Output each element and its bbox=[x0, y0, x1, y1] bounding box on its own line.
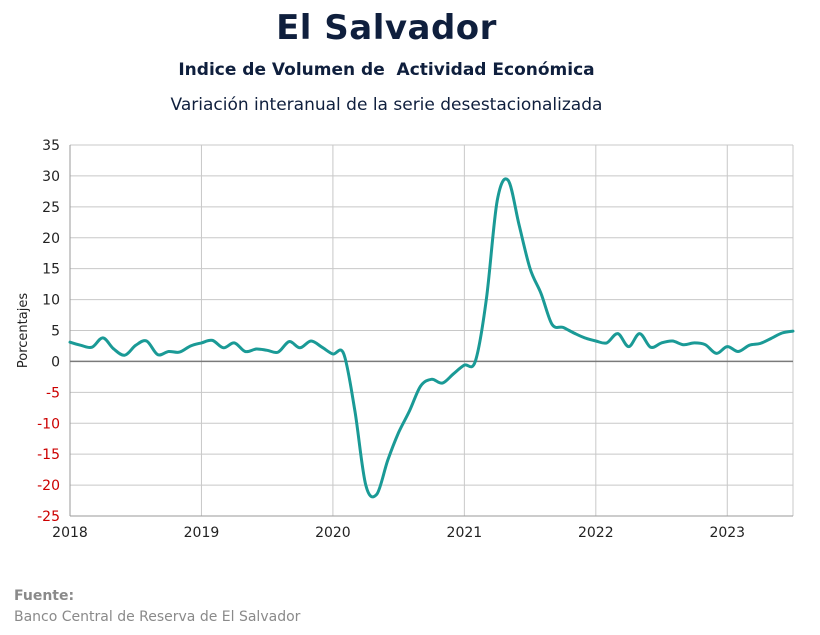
y-tick-label: 20 bbox=[42, 231, 60, 247]
y-tick-label: 35 bbox=[42, 138, 60, 154]
y-tick-label: 15 bbox=[42, 262, 60, 278]
x-tick-label: 2021 bbox=[447, 525, 483, 541]
y-tick-label: 30 bbox=[42, 169, 60, 185]
x-tick-label: 2018 bbox=[52, 525, 88, 541]
y-tick-label: 25 bbox=[42, 200, 60, 216]
y-tick-label: -20 bbox=[37, 478, 60, 494]
x-tick-label: 2020 bbox=[315, 525, 351, 541]
y-tick-label: -15 bbox=[37, 447, 60, 463]
y-tick-label: 0 bbox=[51, 354, 60, 370]
y-axis-label: Porcentajes bbox=[16, 293, 31, 368]
source-text: Banco Central de Reserva de El Salvador bbox=[14, 609, 301, 625]
x-tick-label: 2019 bbox=[184, 525, 220, 541]
axis-layer bbox=[69, 145, 793, 517]
y-tick-label: 10 bbox=[42, 293, 60, 309]
chart-title: El Salvador bbox=[276, 8, 497, 48]
y-tick-label: -25 bbox=[37, 509, 60, 525]
chart-subtitle-2: Variación interanual de la serie desesta… bbox=[170, 95, 603, 115]
source-label: Fuente: bbox=[14, 588, 75, 604]
series-layer bbox=[68, 177, 795, 499]
y-tick-label: -5 bbox=[46, 385, 60, 401]
x-tick-label: 2022 bbox=[578, 525, 614, 541]
grid-layer bbox=[69, 144, 794, 517]
series-line bbox=[68, 177, 795, 499]
y-tick-label: -10 bbox=[37, 416, 60, 432]
y-tick-label: 5 bbox=[51, 324, 60, 340]
chart-subtitle: Indice de Volumen de Actividad Económica bbox=[178, 60, 595, 80]
x-tick-label: 2023 bbox=[709, 525, 745, 541]
